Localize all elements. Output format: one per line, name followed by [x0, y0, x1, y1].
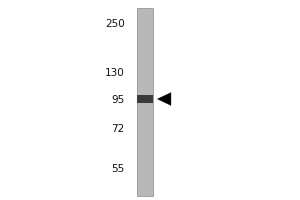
Text: 72: 72 [111, 124, 124, 134]
Text: 95: 95 [111, 95, 124, 105]
Text: 55: 55 [111, 164, 124, 174]
Text: 250: 250 [105, 19, 124, 29]
Text: 130: 130 [105, 68, 124, 78]
Bar [136, 8, 153, 196]
Polygon shape [158, 93, 171, 105]
Bar [136, 95, 153, 103]
